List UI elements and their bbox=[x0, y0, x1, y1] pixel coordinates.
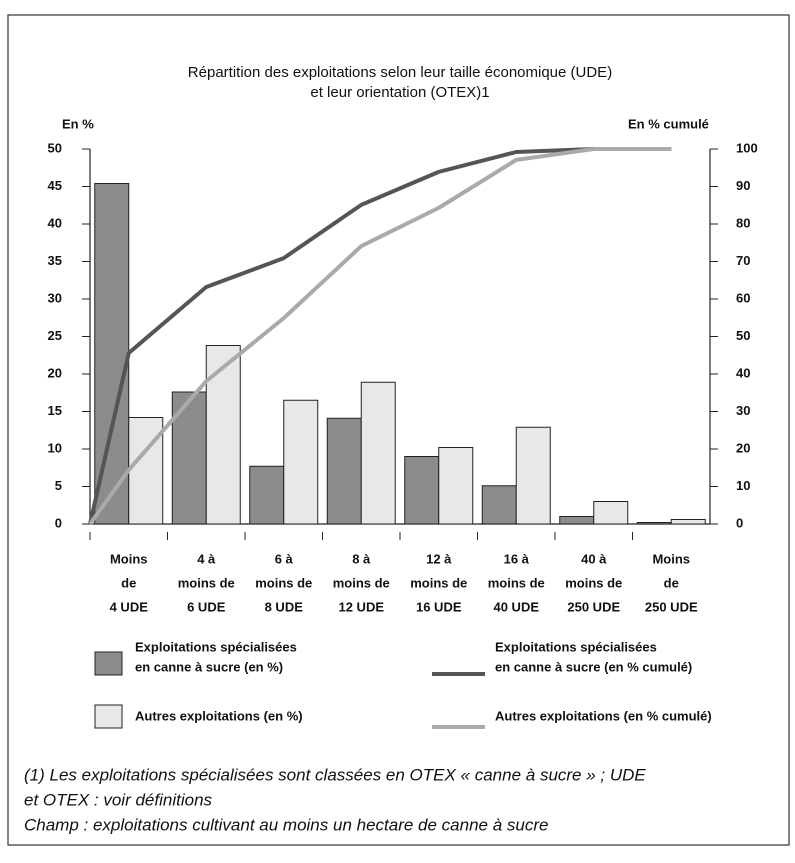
bar bbox=[128, 417, 164, 525]
x-tick-label: moins de bbox=[255, 575, 312, 590]
x-tick-label: 16 UDE bbox=[416, 599, 462, 614]
y2-tick-label: 20 bbox=[736, 440, 750, 455]
bar bbox=[326, 417, 362, 525]
y-tick-label: 20 bbox=[48, 365, 62, 380]
bar bbox=[438, 447, 474, 525]
x-tick-label: moins de bbox=[333, 575, 390, 590]
bar bbox=[636, 522, 672, 525]
legend-swatch bbox=[94, 651, 123, 676]
y-axis-label: En % bbox=[62, 116, 94, 131]
chart-title: et leur orientation (OTEX)1 bbox=[310, 84, 489, 101]
x-tick-label: 250 UDE bbox=[645, 599, 698, 614]
x-tick-label: de bbox=[121, 575, 136, 590]
line bbox=[88, 147, 672, 525]
x-tick-label: 12 UDE bbox=[338, 599, 384, 614]
bar bbox=[670, 519, 706, 525]
x-tick-label: 40 à bbox=[581, 551, 607, 566]
x-tick-label: 4 UDE bbox=[110, 599, 149, 614]
y2-tick-label: 60 bbox=[736, 290, 750, 305]
y-tick-label: 15 bbox=[48, 403, 62, 418]
x-tick-label: 6 UDE bbox=[187, 599, 226, 614]
x-tick-label: moins de bbox=[410, 575, 467, 590]
bar bbox=[515, 426, 551, 525]
legend-label: en canne à sucre (en % cumulé) bbox=[495, 659, 692, 674]
bar bbox=[249, 465, 285, 525]
x-tick-label: de bbox=[664, 575, 679, 590]
bar bbox=[205, 345, 241, 525]
x-tick-label: Moins bbox=[110, 551, 148, 566]
bar bbox=[593, 501, 629, 525]
frame bbox=[7, 14, 790, 846]
y-tick-label: 10 bbox=[48, 440, 62, 455]
legend-label: Exploitations spécialisées bbox=[135, 639, 297, 654]
note: (1) Les exploitations spécialisées sont … bbox=[24, 765, 646, 784]
x-tick-label: moins de bbox=[488, 575, 545, 590]
x-tick-label: Moins bbox=[652, 551, 690, 566]
y2-tick-label: 30 bbox=[736, 403, 750, 418]
x-tick-label: 250 UDE bbox=[567, 599, 620, 614]
bar bbox=[404, 456, 440, 525]
y-tick-label: 40 bbox=[48, 215, 62, 230]
y2-tick-label: 0 bbox=[736, 515, 743, 530]
legend-label: Autres exploitations (en %) bbox=[135, 708, 303, 723]
y-tick-label: 25 bbox=[48, 328, 62, 343]
x-tick-label: 12 à bbox=[426, 551, 452, 566]
x-tick-label: 8 UDE bbox=[265, 599, 304, 614]
x-tick-label: moins de bbox=[565, 575, 622, 590]
x-tick-label: moins de bbox=[178, 575, 235, 590]
x-tick-label: 6 à bbox=[275, 551, 294, 566]
y2-tick-label: 50 bbox=[736, 328, 750, 343]
bar bbox=[283, 399, 319, 525]
legend-label: Autres exploitations (en % cumulé) bbox=[495, 708, 712, 723]
y2-axis-label: En % cumulé bbox=[628, 116, 709, 131]
legend-swatch bbox=[94, 704, 123, 729]
y2-tick-label: 90 bbox=[736, 178, 750, 193]
x-tick-label: 4 à bbox=[197, 551, 216, 566]
y-tick-label: 50 bbox=[48, 140, 62, 155]
x-tick-label: 16 à bbox=[504, 551, 530, 566]
line bbox=[88, 147, 672, 526]
y-tick-label: 45 bbox=[48, 178, 62, 193]
chart-title: Répartition des exploitations selon leur… bbox=[188, 64, 612, 81]
y-tick-label: 0 bbox=[55, 515, 62, 530]
legend-label: Exploitations spécialisées bbox=[495, 639, 657, 654]
y-tick-label: 30 bbox=[48, 290, 62, 305]
x-tick-label: 40 UDE bbox=[493, 599, 539, 614]
y-tick-label: 5 bbox=[55, 478, 62, 493]
note: et OTEX : voir définitions bbox=[24, 790, 213, 809]
legend-label: en canne à sucre (en %) bbox=[135, 659, 283, 674]
bar bbox=[360, 381, 396, 525]
x-tick-label: 8 à bbox=[352, 551, 371, 566]
y2-tick-label: 70 bbox=[736, 253, 750, 268]
y2-tick-label: 100 bbox=[736, 140, 758, 155]
note: Champ : exploitations cultivant au moins… bbox=[24, 815, 548, 834]
bar bbox=[559, 516, 595, 525]
bar bbox=[481, 485, 517, 525]
y2-tick-label: 80 bbox=[736, 215, 750, 230]
y2-tick-label: 10 bbox=[736, 478, 750, 493]
y-tick-label: 35 bbox=[48, 253, 62, 268]
y2-tick-label: 40 bbox=[736, 365, 750, 380]
